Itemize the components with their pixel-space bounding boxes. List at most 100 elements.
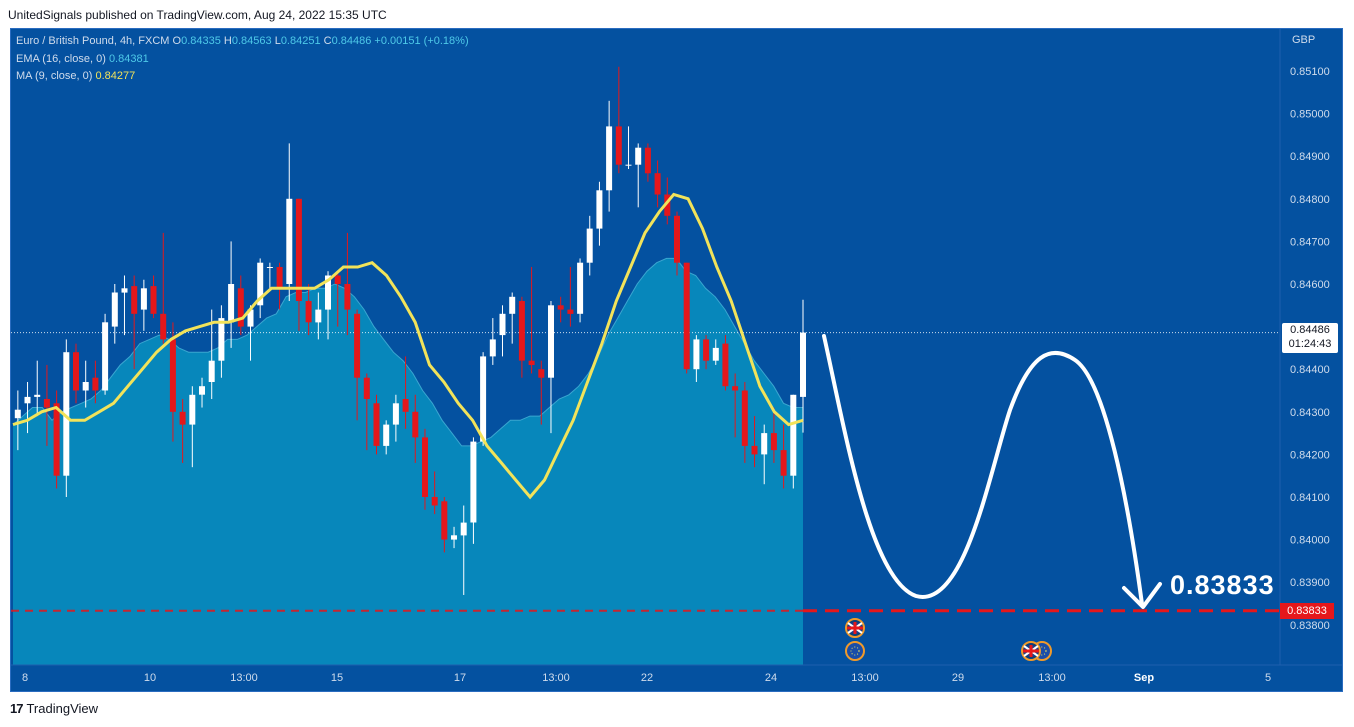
candle (237, 275, 244, 336)
candle-body (557, 305, 564, 310)
legend-open-key: O (172, 35, 182, 47)
candle (160, 232, 167, 344)
candle (383, 420, 390, 455)
candle-body (189, 394, 196, 425)
candle-body (518, 301, 525, 361)
candle (334, 271, 341, 327)
price-tick-label: 0.83800 (1290, 620, 1330, 632)
price-tick-label: 0.84400 (1290, 364, 1330, 376)
candle (615, 66, 622, 174)
price-tick-label: 0.84600 (1290, 279, 1330, 291)
candle-body (683, 262, 690, 370)
candle-body (548, 305, 554, 378)
candle (412, 394, 419, 463)
candle-body (276, 267, 283, 289)
candle-body (674, 215, 680, 263)
candle-body (315, 309, 322, 323)
price-tick-label: 0.84100 (1290, 492, 1330, 504)
candle-body (218, 318, 225, 361)
time-tick-label: 8 (22, 672, 28, 684)
candle-body (305, 301, 312, 323)
candle (295, 198, 302, 331)
candle-body (150, 286, 157, 314)
time-tick-label: 5 (1265, 672, 1271, 684)
candle-body (82, 382, 89, 391)
candle (509, 292, 516, 344)
publisher-line: UnitedSignals published on TradingView.c… (8, 8, 387, 22)
candle (305, 284, 312, 336)
ema-line (12, 257, 803, 447)
candle (266, 262, 273, 289)
candle (451, 526, 457, 549)
candle (712, 339, 719, 365)
legend-ema-label: EMA (16, close, 0) (16, 53, 106, 65)
legend-change: +0.00151 (+0.18%) (374, 35, 469, 47)
candle-body (363, 377, 370, 399)
candle (363, 373, 370, 451)
price-tick-label: 0.84300 (1290, 407, 1330, 419)
price-tick-label: 0.84000 (1290, 535, 1330, 547)
legend-ma[interactable]: MA (9, close, 0) 0.84277 (16, 70, 135, 82)
candle (218, 305, 225, 378)
candle-body (703, 339, 710, 361)
price-tick-label: 0.84800 (1290, 194, 1330, 206)
candle-body (635, 147, 642, 165)
eu-event-marker[interactable] (845, 641, 865, 661)
candle-body (131, 286, 138, 314)
candle (441, 497, 448, 553)
time-tick-label: Sep (1134, 672, 1154, 684)
candle (354, 309, 361, 421)
candle (53, 390, 60, 489)
candle-body (770, 433, 777, 451)
uk-event-marker[interactable] (845, 618, 865, 638)
candle-body (712, 347, 719, 361)
candle-body (102, 322, 109, 391)
candle (422, 428, 428, 510)
candle (751, 416, 758, 468)
candle-body (654, 173, 661, 195)
candle-body (121, 288, 128, 293)
tradingview-logo: 17 (10, 701, 24, 716)
tradingview-brand[interactable]: 17 TradingView (10, 701, 98, 716)
ema-area (13, 258, 803, 665)
candle-body (480, 356, 487, 442)
legend-open: 0.84335 (181, 35, 221, 47)
candle (276, 262, 283, 310)
candle-body (606, 126, 613, 191)
candle-body (577, 262, 584, 314)
legend-ema[interactable]: EMA (16, close, 0) 0.84381 (16, 53, 149, 65)
uk-event-marker-2[interactable] (1021, 641, 1041, 661)
candle (73, 343, 79, 404)
tradingview-name: TradingView (26, 701, 99, 716)
candle-body (441, 501, 448, 540)
candle (703, 335, 710, 370)
candle (24, 381, 31, 434)
candle (800, 299, 806, 433)
time-tick-label: 29 (952, 672, 964, 684)
candle-body (383, 424, 390, 446)
candle-body (169, 339, 176, 412)
price-tick-label: 0.85000 (1290, 109, 1330, 121)
candle-body (34, 394, 41, 397)
candle (92, 360, 99, 404)
candle (179, 399, 186, 463)
legend-ma-label: MA (9, close, 0) (16, 70, 93, 82)
candle-body (412, 411, 419, 438)
candle-body (615, 126, 622, 165)
candle-body (140, 288, 147, 310)
candle-body (451, 535, 457, 540)
candle (286, 143, 293, 302)
candle (644, 143, 651, 182)
currency-label: GBP (1292, 34, 1316, 46)
candle (548, 301, 554, 434)
legend-symbol: Euro / British Pound, 4h, FXCM (16, 35, 170, 47)
candle (470, 437, 477, 544)
candle-body (751, 445, 758, 455)
candle-body (208, 360, 215, 382)
candle (528, 266, 535, 374)
candle-body (761, 433, 768, 455)
candle-body (53, 403, 60, 476)
legend-ema-value: 0.84381 (108, 53, 149, 65)
candle-body (538, 369, 545, 378)
candle-body (431, 497, 438, 506)
